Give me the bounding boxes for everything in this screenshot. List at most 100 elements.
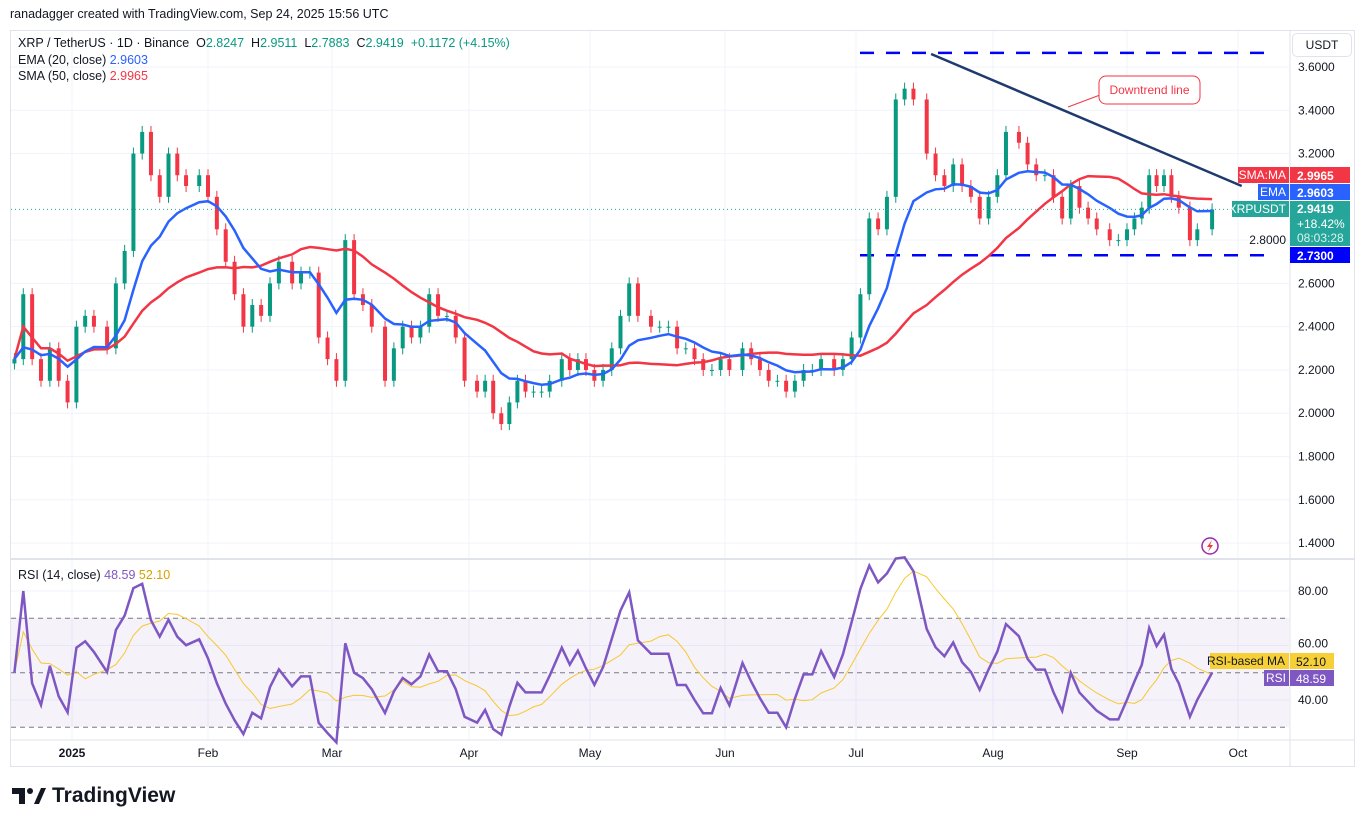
- rsi-levels: [11, 617, 1289, 728]
- candle-up: [801, 369, 806, 381]
- brand-name: TradingView: [52, 784, 176, 807]
- chart-credit: ranadagger created with TradingView.com,…: [10, 7, 389, 21]
- downtrend-line[interactable]: [930, 52, 1243, 188]
- price-axis[interactable]: 3.6000 3.4000 3.2000 2.8000 2.6000 2.4000 2.20…: [1249, 60, 1335, 550]
- candle-down: [352, 240, 357, 295]
- candle-down: [648, 315, 653, 327]
- sma-value-tag: 2.9965: [1297, 169, 1334, 183]
- candle-down: [968, 186, 973, 197]
- candle-down: [977, 196, 982, 219]
- candle-down: [241, 294, 246, 327]
- candle-up: [951, 164, 956, 187]
- candle-up: [575, 359, 580, 370]
- tradingview-logo[interactable]: TradingView: [12, 784, 175, 808]
- ema-label: EMA (20, close): [18, 52, 107, 67]
- low-value: 2.7883: [311, 36, 350, 50]
- candle-up: [343, 240, 348, 381]
- candle-down: [1169, 175, 1174, 197]
- time-axis[interactable]: 2025 Feb Mar Apr May Jun Jul Aug Sep Oct: [59, 746, 1248, 760]
- candle-up: [250, 305, 255, 327]
- candle-up: [1162, 175, 1166, 187]
- candle-up: [867, 218, 872, 295]
- candle-down: [184, 175, 189, 187]
- candle-up: [627, 283, 632, 316]
- candle-down: [1154, 175, 1159, 187]
- lightning-icon[interactable]: [1201, 537, 1219, 555]
- candle-up: [444, 315, 449, 317]
- candle-down: [65, 380, 70, 403]
- candle-up: [83, 315, 88, 327]
- price-tick-label: 3.2000: [1298, 147, 1335, 161]
- symbol-title[interactable]: XRP / TetherUS · 1D · Binance: [18, 36, 190, 50]
- candle-down: [383, 326, 388, 381]
- candle-up: [1147, 175, 1152, 208]
- time-tick-label: Jul: [848, 746, 863, 760]
- horizontal-levels: [860, 51, 1270, 257]
- rsi-label: RSI (14, close): [18, 568, 101, 582]
- candle-up: [12, 359, 17, 364]
- rsi-value-tag: 48.59: [1296, 672, 1326, 686]
- rsi-ma-line: [13, 570, 1213, 717]
- candle-up: [197, 175, 202, 187]
- currency-button[interactable]: USDT: [1292, 33, 1352, 57]
- rsi-legend[interactable]: RSI (14, close) 48.59 52.10: [18, 568, 170, 582]
- price-tick-label: 2.8000: [1249, 233, 1286, 247]
- candle-down: [409, 326, 414, 338]
- ema-value: 2.9603: [109, 52, 148, 67]
- candle-down: [1107, 229, 1112, 241]
- candle-up: [840, 359, 845, 370]
- candle-up: [666, 326, 671, 328]
- symbol-legend: XRP / TetherUS · 1D · Binance O2.8247 H2…: [18, 35, 510, 52]
- candle-down: [757, 359, 762, 370]
- candle-down: [91, 315, 96, 327]
- price-tick-label: 2.6000: [1298, 276, 1335, 290]
- candle-down: [1187, 207, 1192, 241]
- time-tick-label: Mar: [322, 746, 343, 760]
- candle-up: [391, 348, 396, 381]
- rsi-axis[interactable]: 80.00 60.00 40.00: [1298, 584, 1328, 707]
- candle-down: [727, 359, 732, 370]
- sma-value: 2.9965: [109, 69, 148, 83]
- candle-up: [1132, 218, 1137, 230]
- price-tick-label: 3.6000: [1298, 60, 1335, 74]
- close-value: 2.9419: [365, 36, 404, 50]
- candle-down: [157, 175, 162, 197]
- candle-down: [223, 229, 228, 262]
- downtrend-label: Downtrend line: [1109, 83, 1189, 97]
- candle-up: [601, 369, 606, 381]
- ema-legend[interactable]: EMA (20, close) 2.9603: [18, 52, 510, 69]
- support-level-tag: 2.7300: [1297, 249, 1334, 263]
- candle-up: [74, 326, 79, 403]
- candle-down: [784, 380, 789, 392]
- candle-down: [1060, 196, 1065, 219]
- candle-up: [507, 402, 512, 425]
- time-tick-label: Sep: [1116, 746, 1138, 760]
- sma-line: [13, 174, 1213, 368]
- candle-down: [206, 175, 210, 197]
- candle-down: [701, 359, 706, 370]
- candle-down: [175, 153, 180, 176]
- candle-down: [1176, 196, 1181, 208]
- open-value: 2.8247: [205, 36, 245, 50]
- candle-down: [436, 294, 441, 316]
- candle-up: [1003, 131, 1008, 176]
- candle-up: [718, 359, 723, 370]
- candle-up: [858, 294, 863, 338]
- candle-up: [166, 153, 171, 197]
- candle-down: [39, 359, 43, 381]
- rsi-ma-value: 52.10: [138, 568, 171, 582]
- candle-up: [427, 294, 432, 327]
- candle-down: [1051, 175, 1056, 197]
- tradingview-logo-icon: [12, 788, 46, 804]
- time-tick-label: Apr: [460, 746, 479, 760]
- candle-up: [884, 196, 889, 230]
- downtrend-callout[interactable]: Downtrend line: [1067, 75, 1201, 108]
- high-label: H: [251, 36, 261, 50]
- sma-legend[interactable]: SMA (50, close) 2.9965: [18, 68, 510, 85]
- candle-up: [47, 348, 52, 381]
- candle-down: [1034, 164, 1039, 176]
- candle-down: [325, 337, 330, 360]
- close-label: C: [356, 36, 366, 50]
- candle-up: [849, 337, 854, 360]
